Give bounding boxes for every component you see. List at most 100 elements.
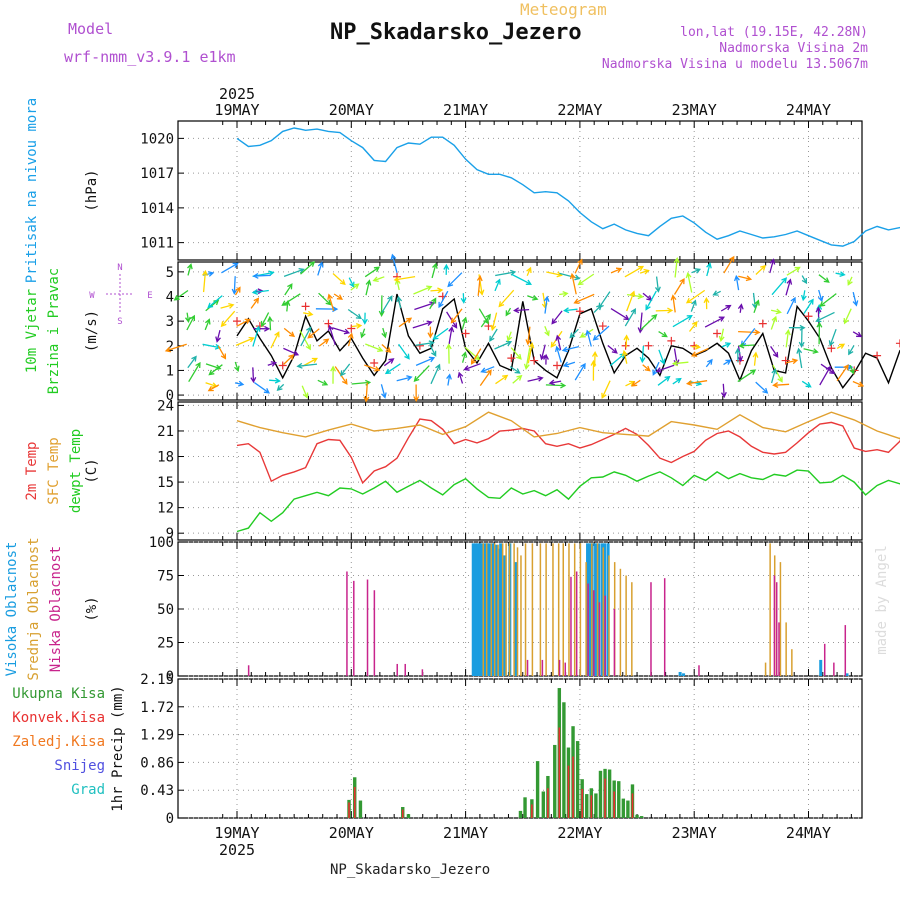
wind-arrow — [655, 364, 675, 373]
wind-arrow — [427, 326, 434, 339]
wind-arrow — [220, 302, 235, 309]
wind-arrow — [770, 367, 778, 384]
cloud-mid-bar — [573, 543, 576, 676]
wind-gust-point — [415, 341, 424, 350]
wind-arrow — [559, 272, 581, 281]
cloud-low-bar — [833, 662, 835, 676]
wind-arrow — [513, 307, 530, 314]
wind-ytick-label: 5 — [166, 265, 174, 281]
wind-arrow — [269, 377, 281, 384]
top-xtick-label: 22MAY — [557, 101, 602, 119]
wind-arrow — [738, 275, 753, 282]
wind-arrow — [523, 347, 531, 370]
wind-arrow — [234, 380, 245, 387]
cloud-low-bar — [247, 665, 250, 676]
precip-total-bar — [621, 798, 626, 818]
wind-arrow — [598, 291, 611, 309]
wind-arrow — [443, 263, 450, 275]
wind-arrow — [803, 298, 814, 314]
cloud-low-bar — [778, 622, 780, 676]
wind-arrow — [555, 334, 562, 351]
wind-gust-point — [758, 319, 767, 328]
wind-arrow — [365, 343, 384, 352]
wind-arrow — [498, 289, 515, 308]
wind-ylabel: 10m Vjetar — [24, 289, 40, 373]
wind-arrow — [267, 361, 277, 367]
model-name: wrf-nmm_v3.9.1 e1km — [64, 48, 236, 66]
temp-2m-line — [236, 418, 900, 485]
wind-arrow — [720, 304, 732, 312]
wind-arrow — [753, 299, 760, 314]
precip-conv-bar — [348, 802, 350, 818]
bottom-xtick-label: 21MAY — [443, 824, 488, 842]
cloud-low-bar — [373, 590, 376, 676]
wind-arrow — [852, 380, 865, 387]
wind-arrow — [574, 362, 586, 381]
wind-arrow — [363, 382, 370, 403]
cloud-low-bar — [366, 579, 369, 676]
wind-arrow — [691, 268, 702, 274]
pressure-line — [236, 127, 900, 247]
wind-arrow — [457, 371, 464, 384]
wind-arrow — [685, 380, 708, 387]
wind-arrow — [489, 328, 498, 342]
wind-arrow — [723, 359, 732, 366]
dewpoint-line — [236, 469, 900, 533]
wind-arrow — [495, 374, 509, 385]
temp-sfc-line — [236, 411, 900, 440]
wind-arrow — [360, 328, 366, 339]
pressure-unit-label: (hPa) — [84, 169, 100, 211]
wind-arrow — [250, 297, 260, 309]
compass-label: W — [89, 291, 95, 301]
pressure-frame — [177, 120, 863, 261]
wind-arrow — [202, 343, 222, 350]
wind-arrow — [396, 295, 403, 309]
wind-arrow — [847, 276, 853, 286]
wind-arrow — [815, 311, 835, 323]
precipitation-ytick-label: 0.43 — [140, 783, 174, 799]
wind-gust-point — [507, 354, 516, 363]
wind-arrow — [361, 312, 368, 325]
clouds-ytick-label: 75 — [157, 569, 174, 585]
wind-arrow — [317, 379, 329, 386]
wind-arrow — [577, 273, 595, 286]
cloud-high-bar — [499, 543, 503, 676]
wind-arrow — [365, 279, 372, 296]
wind-arrow — [333, 293, 344, 300]
cloud-high-bar — [494, 544, 498, 676]
precipitation-unit-label: 1hr Precip (mm) — [110, 685, 126, 811]
wind-arrow — [398, 317, 413, 328]
wind-arrow — [450, 308, 463, 324]
temperature-ylabel: SFC Temp — [46, 437, 62, 504]
wind-arrow — [801, 275, 808, 285]
wind-arrow — [770, 315, 778, 330]
wind-arrow — [690, 299, 697, 312]
temperature-ytick-label: 24 — [157, 398, 174, 414]
precip-total-bar — [358, 800, 363, 818]
wind-arrow — [164, 343, 187, 353]
cloud-high-bar — [487, 543, 491, 676]
wind-arrow — [784, 329, 791, 348]
compass-label: E — [147, 291, 152, 301]
wind-arrow — [510, 347, 522, 360]
wind-arrow — [447, 272, 463, 288]
wind-arrow — [796, 347, 803, 369]
precip-conv-bar — [353, 786, 356, 818]
wind-arrow — [691, 343, 702, 350]
temperature-ytick-label: 12 — [157, 501, 174, 517]
wind-arrow — [205, 299, 220, 312]
wind-gust-point — [461, 329, 470, 338]
wind-arrow — [217, 345, 227, 360]
top-xtick-label: 23MAY — [672, 101, 717, 119]
wind-arrow — [276, 383, 285, 392]
wind-arrow — [772, 382, 790, 388]
wind-arrow — [548, 379, 562, 386]
wind-arrow — [642, 364, 651, 372]
cloud-low-bar — [844, 625, 847, 676]
wind-arrow — [460, 293, 467, 304]
cloud-low-bar — [526, 659, 529, 676]
clouds-unit-label: (%) — [84, 596, 100, 621]
wind-arrow — [221, 262, 239, 274]
wind-arrow — [645, 290, 657, 311]
